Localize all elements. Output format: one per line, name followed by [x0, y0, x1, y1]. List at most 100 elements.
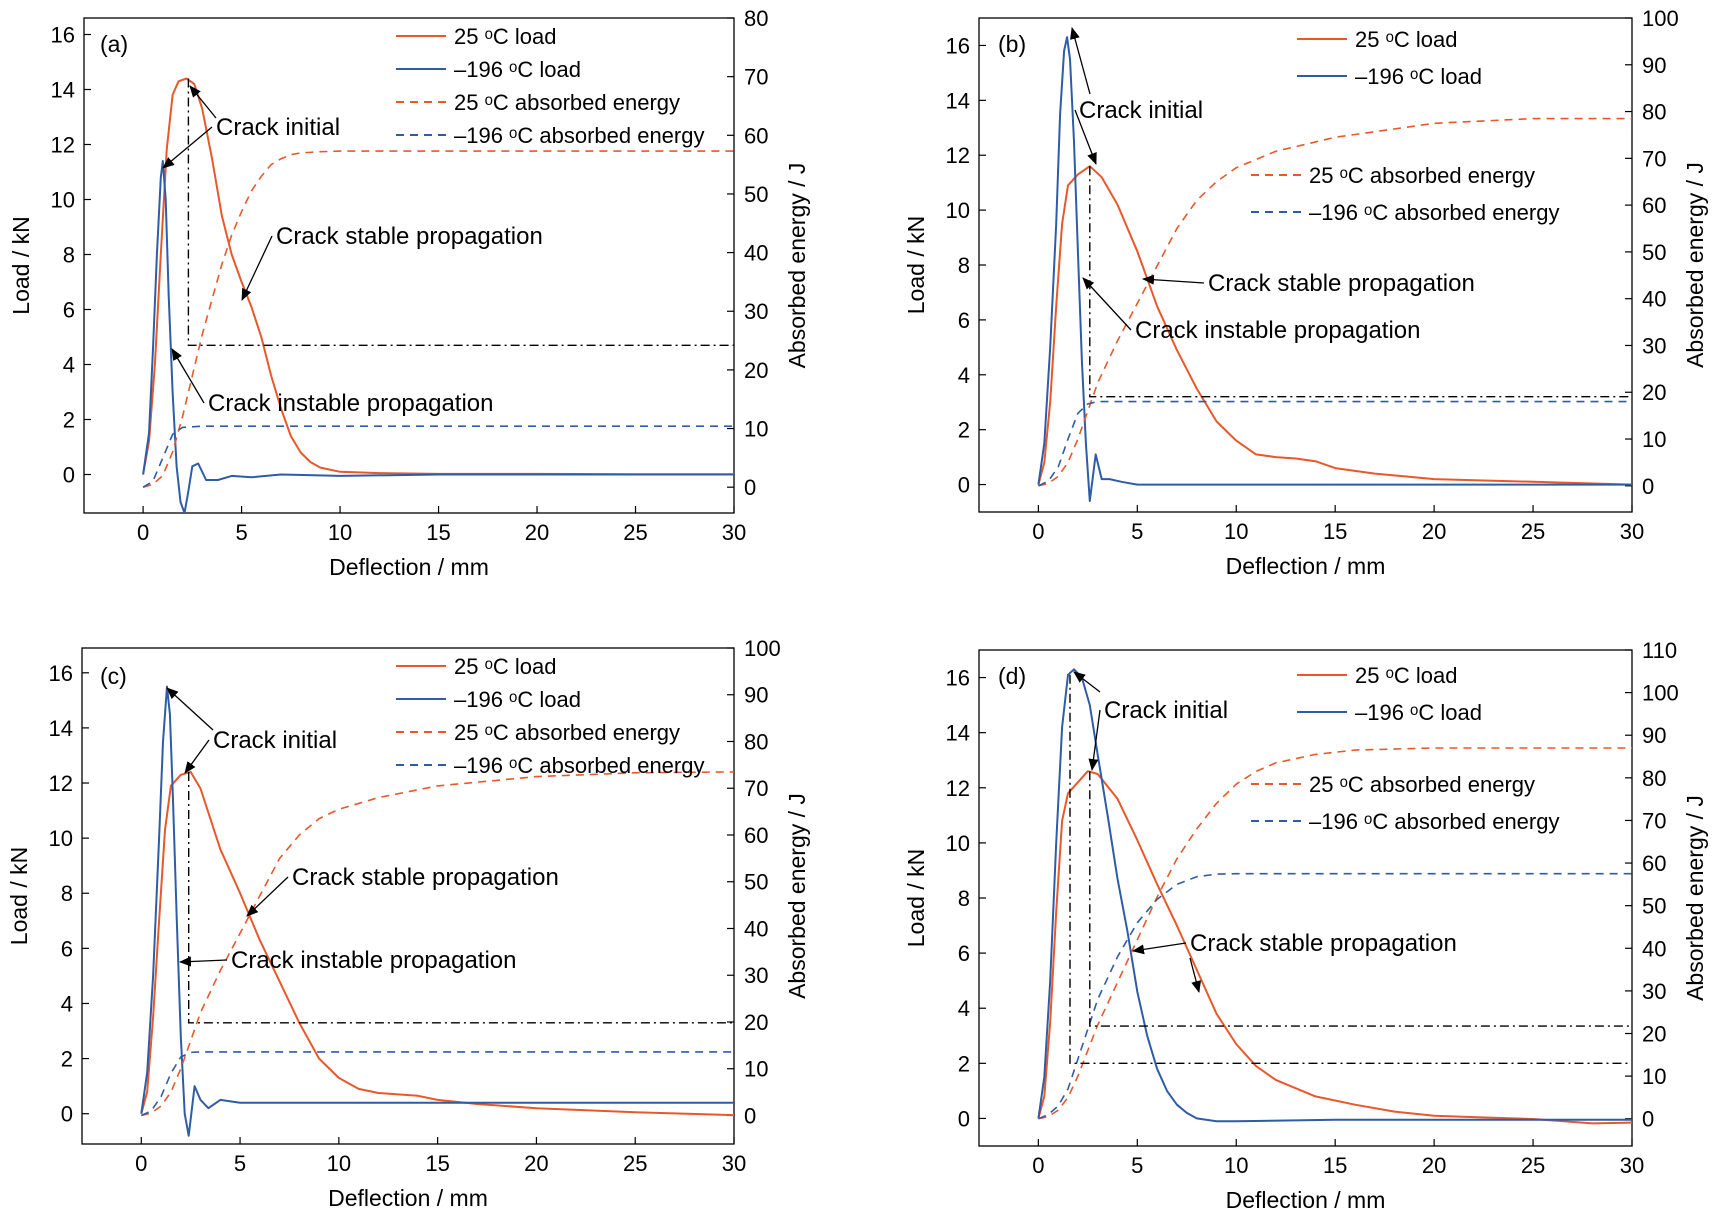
y-right-axis-label: Absorbed energy / J	[784, 793, 810, 999]
plot-frame	[83, 17, 735, 514]
annotation-arrow	[1132, 942, 1187, 955]
series-25-c-absorbed-energy	[1038, 747, 1632, 1120]
x-tick-label: 0	[135, 1151, 147, 1176]
y-right-tick-label: 60	[744, 123, 768, 148]
y-right-tick-label: 90	[1642, 53, 1666, 78]
annotation-arrow	[1082, 277, 1132, 331]
x-tick-label: 30	[1620, 1153, 1644, 1178]
y-right-tick-label: 70	[1642, 146, 1666, 171]
annotation-arrow	[241, 235, 273, 301]
annotation-arrow	[1088, 709, 1101, 771]
x-tick-label: 25	[623, 520, 647, 545]
y-right-tick-label: 0	[744, 1103, 756, 1128]
panel-a: 0 5 10 15 20 25 30 0 2 4 6 8 10 12 14 16 0 10 20 30 40 50 60 70…	[8, 6, 810, 580]
y-left-tick-label: 8	[958, 886, 970, 911]
y-right-tick-label: 30	[1642, 333, 1666, 358]
y-left-tick-label: 4	[63, 353, 75, 378]
legend-entry: –196 ᵒC absorbed energy	[1309, 200, 1559, 225]
x-tick-label: 10	[1224, 1153, 1248, 1178]
x-tick-label: 5	[1131, 1153, 1143, 1178]
x-tick-label: 20	[1422, 519, 1446, 544]
annotation-label: Crack stable propagation	[292, 864, 559, 891]
annotation-label: Crack initial	[1079, 97, 1203, 124]
x-tick-label: 0	[1032, 1153, 1044, 1178]
plot-frame	[978, 649, 1633, 1147]
y-right-tick-label: 20	[1642, 1022, 1666, 1047]
x-axis-label: Deflection / mm	[329, 554, 489, 580]
x-tick-label: 15	[1323, 1153, 1347, 1178]
x-tick-label: 30	[722, 1151, 746, 1176]
annotation-arrow	[166, 687, 214, 731]
legend-entry: –196 ᵒC absorbed energy	[454, 123, 704, 148]
y-left-tick-label: 10	[946, 198, 970, 223]
y-right-tick-label: 100	[1642, 6, 1679, 31]
y-right-tick-label: 70	[744, 65, 768, 90]
x-tick-label: 15	[1323, 519, 1347, 544]
y-right-tick-label: 80	[1642, 100, 1666, 125]
y-left-tick-label: 8	[61, 881, 73, 906]
y-left-tick-label: 8	[63, 243, 75, 268]
y-left-tick-label: 14	[51, 78, 75, 103]
y-left-tick-label: 12	[946, 143, 970, 168]
y-left-tick-label: 16	[946, 666, 970, 691]
x-tick-label: 20	[525, 520, 549, 545]
y-right-tick-label: 0	[1642, 474, 1654, 499]
x-tick-label: 25	[623, 1151, 647, 1176]
annotation-label: Crack stable propagation	[276, 223, 543, 250]
y-right-axis-label: Absorbed energy / J	[784, 163, 810, 369]
y-right-tick-label: 30	[1642, 979, 1666, 1004]
series-25-c-absorbed-energy	[141, 771, 734, 1117]
guide-line	[187, 772, 734, 1024]
y-left-tick-label: 14	[49, 716, 73, 741]
y-right-tick-label: 90	[1642, 723, 1666, 748]
legend-entry: 25 ᵒC load	[454, 24, 556, 49]
x-axis-label: Deflection / mm	[328, 1185, 488, 1211]
guide-line	[1089, 771, 1632, 1027]
y-left-tick-label: 12	[49, 771, 73, 796]
y-left-tick-label: 0	[63, 463, 75, 488]
y-left-tick-label: 0	[958, 1106, 970, 1131]
y-left-tick-label: 2	[61, 1047, 73, 1072]
x-tick-label: 15	[425, 1151, 449, 1176]
y-left-tick-label: 14	[946, 721, 970, 746]
y-left-tick-label: 0	[958, 473, 970, 498]
y-right-tick-label: 10	[744, 417, 768, 442]
y-right-tick-label: 0	[744, 475, 756, 500]
y-right-tick-label: 30	[744, 963, 768, 988]
y-left-tick-label: 2	[63, 408, 75, 433]
panel-tag: (b)	[998, 31, 1026, 57]
guide-line	[1069, 674, 1632, 1065]
legend-entry: 25 ᵒC absorbed energy	[454, 90, 680, 115]
legend-entry: –196 ᵒC load	[1355, 700, 1482, 725]
annotation-arrow	[1070, 27, 1091, 95]
y-right-tick-label: 70	[744, 776, 768, 801]
annotation-arrow	[1074, 109, 1097, 165]
legend-entry: –196 ᵒC absorbed energy	[454, 753, 704, 778]
y-right-tick-label: 10	[1642, 1064, 1666, 1089]
y-right-tick-label: 50	[1642, 894, 1666, 919]
legend-entry: –196 ᵒC load	[1355, 64, 1482, 89]
x-tick-label: 0	[137, 520, 149, 545]
annotation-label: Crack instable propagation	[1135, 317, 1421, 344]
y-left-tick-label: 6	[61, 936, 73, 961]
y-left-tick-label: 10	[49, 826, 73, 851]
annotation-arrow	[1189, 957, 1202, 993]
legend-entry: –196 ᵒC load	[454, 687, 581, 712]
y-left-tick-label: 6	[958, 308, 970, 333]
y-left-tick-label: 12	[946, 776, 970, 801]
y-right-tick-label: 100	[1642, 681, 1679, 706]
y-right-tick-label: 110	[1642, 638, 1677, 663]
y-right-tick-label: 20	[1642, 380, 1666, 405]
y-left-axis-label: Load / kN	[903, 849, 929, 947]
y-left-tick-label: 16	[49, 661, 73, 686]
y-left-tick-label: 0	[61, 1102, 73, 1127]
legend-entry: 25 ᵒC absorbed energy	[454, 720, 680, 745]
y-right-tick-label: 40	[744, 241, 768, 266]
y-left-tick-label: 4	[61, 991, 73, 1016]
y-left-tick-label: 6	[63, 298, 75, 323]
x-tick-label: 10	[327, 1151, 351, 1176]
y-right-tick-label: 20	[744, 358, 768, 383]
y-right-tick-label: 50	[744, 182, 768, 207]
series--196-c-absorbed-energy	[1038, 400, 1632, 487]
y-right-tick-label: 60	[1642, 193, 1666, 218]
